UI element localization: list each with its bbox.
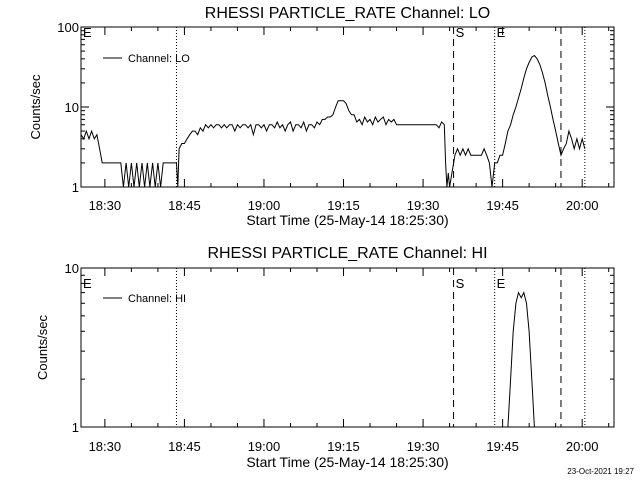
- x-tick-label: 19:45: [486, 439, 519, 454]
- chart-title: RHESSI PARTICLE_RATE Channel: HI: [207, 245, 487, 262]
- x-tick-label: 20:00: [566, 439, 599, 454]
- y-tick-label: 100: [57, 20, 79, 35]
- x-tick-label: 18:30: [89, 198, 122, 213]
- event-marker-label: S: [456, 25, 465, 40]
- y-tick-label: 10: [65, 100, 79, 115]
- event-marker-label: E: [83, 25, 92, 40]
- x-tick-label: 19:15: [327, 198, 360, 213]
- x-tick-label: 19:15: [327, 439, 360, 454]
- x-tick-label: 18:45: [168, 198, 201, 213]
- y-tick-label: 1: [72, 420, 79, 435]
- x-tick-label: 18:30: [89, 439, 122, 454]
- event-marker-label: E: [83, 276, 92, 291]
- y-tick-label: 1: [72, 180, 79, 195]
- legend-entry: Channel: LO: [128, 53, 190, 65]
- series-line: [80, 54, 586, 188]
- x-tick-label: 19:30: [407, 198, 440, 213]
- y-tick-label: 10: [65, 261, 79, 276]
- series-line: [507, 291, 535, 428]
- x-tick-label: 19:30: [407, 439, 440, 454]
- legend-entry: Channel: HI: [128, 293, 186, 305]
- x-tick-label: 19:00: [248, 439, 281, 454]
- y-axis-label: Counts/sec: [35, 314, 50, 380]
- timestamp-footer: 23-Oct-2021 19:27: [567, 467, 634, 476]
- x-axis-label: Start Time (25-May-14 18:25:30): [246, 212, 448, 228]
- x-tick-label: 19:00: [248, 198, 281, 213]
- event-marker-label: S: [456, 276, 465, 291]
- y-axis-label: Counts/sec: [28, 74, 43, 140]
- x-axis-label: Start Time (25-May-14 18:25:30): [246, 454, 448, 470]
- plot-frame: [80, 267, 615, 428]
- event-marker-label: E: [497, 276, 506, 291]
- chart-title: RHESSI PARTICLE_RATE Channel: LO: [205, 5, 490, 22]
- x-tick-label: 19:45: [486, 198, 519, 213]
- x-tick-label: 20:00: [566, 198, 599, 213]
- x-tick-label: 18:45: [168, 439, 201, 454]
- event-marker-label: E: [497, 25, 506, 40]
